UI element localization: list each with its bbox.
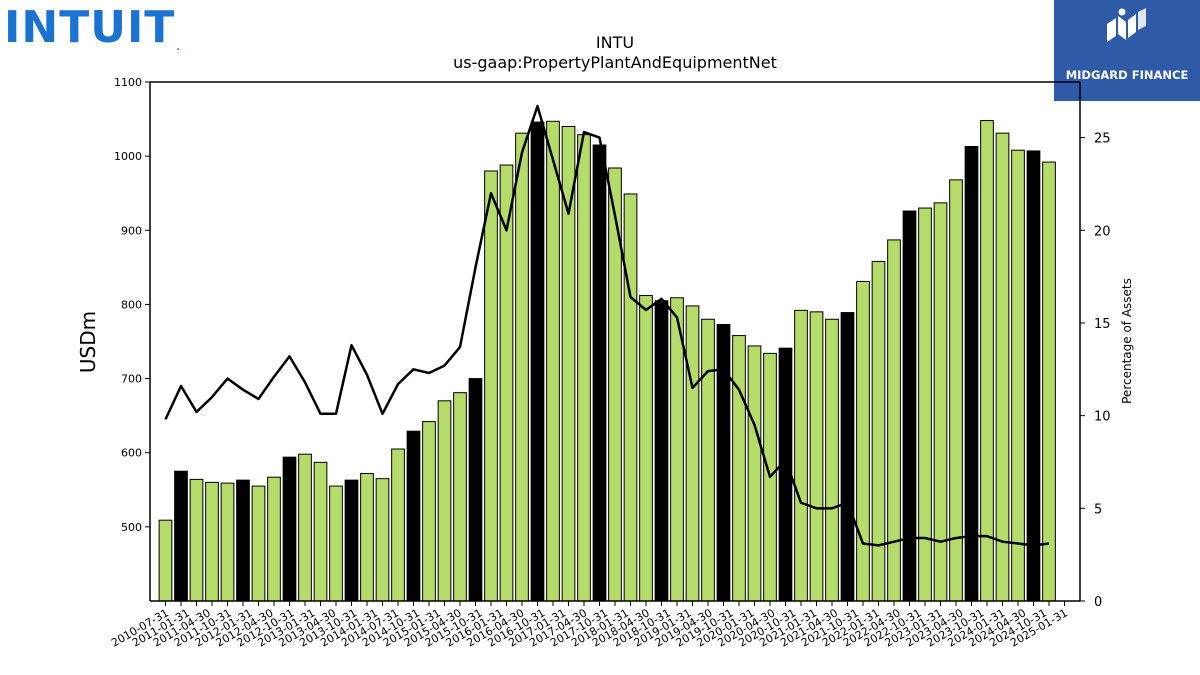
chart-title: INTU xyxy=(596,33,634,52)
y-tick-label: 800 xyxy=(121,298,142,311)
y-tick-label: 1000 xyxy=(114,150,142,163)
y2-tick-label: 20 xyxy=(1094,224,1111,239)
y2-tick-label: 10 xyxy=(1094,410,1111,425)
bar-2012-04-30 xyxy=(267,476,281,602)
y2-tick-label: 0 xyxy=(1094,595,1102,610)
bar-2013-10-31 xyxy=(360,472,374,602)
y-tick-label: 900 xyxy=(121,224,142,237)
y2-tick-label: 15 xyxy=(1094,317,1111,332)
bar-2014-10-31 xyxy=(422,421,436,602)
y2-tick-label: 5 xyxy=(1094,502,1102,517)
percentage-line xyxy=(164,104,1050,547)
bar-2010-07-31 xyxy=(158,519,173,602)
bar-2018-07-31 xyxy=(654,300,669,602)
bar-2014-01-31 xyxy=(375,478,390,602)
bar-2017-04-30 xyxy=(577,134,591,602)
bar-2014-07-31 xyxy=(406,430,421,602)
bar-2015-01-31 xyxy=(437,400,452,602)
bar-2012-07-31 xyxy=(282,456,297,602)
bar-2020-10-31 xyxy=(794,309,808,602)
bar-2019-07-31 xyxy=(716,323,731,602)
bar-2015-07-31 xyxy=(468,378,483,602)
y2-tick-label: 25 xyxy=(1094,132,1111,147)
bar-2024-04-30 xyxy=(1011,149,1025,602)
bar-2024-07-31 xyxy=(1026,150,1041,602)
bar-2012-01-31 xyxy=(251,485,266,602)
bar-2015-10-31 xyxy=(484,170,498,602)
bar-2011-01-31 xyxy=(189,478,204,602)
bar-2011-10-31 xyxy=(236,479,250,602)
bar-2021-10-31 xyxy=(856,280,870,602)
bar-2014-04-30 xyxy=(391,448,405,602)
bar-2024-01-31 xyxy=(995,132,1010,602)
y-axis-label: USDm xyxy=(76,311,100,373)
bar-2021-01-31 xyxy=(809,311,824,602)
bar-2022-07-31 xyxy=(902,210,917,602)
bar-2022-01-31 xyxy=(871,260,886,602)
bar-2018-01-31 xyxy=(623,193,638,602)
bar-2012-10-31 xyxy=(298,453,312,602)
midgard-finance-text: MIDGARD FINANCE xyxy=(1065,68,1189,82)
bar-2019-01-31 xyxy=(685,305,700,602)
bar-2024-10-31 xyxy=(1042,161,1056,602)
bar-2019-10-31 xyxy=(732,335,746,602)
bar-2018-04-30 xyxy=(639,295,653,602)
y-tick-label: 1100 xyxy=(114,76,142,89)
midgard-finance-logo: MIDGARD FINANCE xyxy=(1054,0,1200,101)
bar-2010-10-31 xyxy=(174,470,188,602)
bar-2021-07-31 xyxy=(840,312,855,602)
bar-2016-04-30 xyxy=(515,132,529,602)
bar-2021-04-30 xyxy=(825,318,839,602)
bar-2016-07-31 xyxy=(530,121,545,602)
bar-2016-10-31 xyxy=(546,120,560,602)
chart-subtitle: us-gaap:PropertyPlantAndEquipmentNet xyxy=(453,53,777,72)
bar-2013-07-31 xyxy=(344,479,359,602)
bar-2019-04-30 xyxy=(701,318,715,602)
bar-2011-04-30 xyxy=(205,481,219,602)
y-tick-label: 600 xyxy=(121,447,142,460)
bar-2023-10-31 xyxy=(980,120,994,602)
y-tick-label: 700 xyxy=(121,373,142,386)
bar-2020-01-31 xyxy=(747,345,762,602)
intuit-logo-text: INTUIT xyxy=(4,2,176,53)
bar-series xyxy=(158,120,1056,602)
midgard-m-icon xyxy=(1107,8,1146,42)
bar-2015-04-30 xyxy=(453,392,467,602)
intuit-logo: INTUIT. xyxy=(4,2,181,53)
y2-axis-label: Percentage of Assets xyxy=(1120,278,1134,404)
bar-2011-07-31 xyxy=(220,482,235,602)
bar-2022-04-30 xyxy=(887,239,901,602)
bar-2023-07-31 xyxy=(964,146,979,602)
bar-2022-10-31 xyxy=(918,207,932,602)
y-tick-label: 500 xyxy=(121,521,142,534)
bar-2017-07-31 xyxy=(592,144,607,602)
bar-2013-01-31 xyxy=(313,461,328,602)
bar-2013-04-30 xyxy=(329,485,343,602)
intuit-logo-mark: . xyxy=(176,43,181,53)
percentage-line-series xyxy=(164,104,1050,547)
